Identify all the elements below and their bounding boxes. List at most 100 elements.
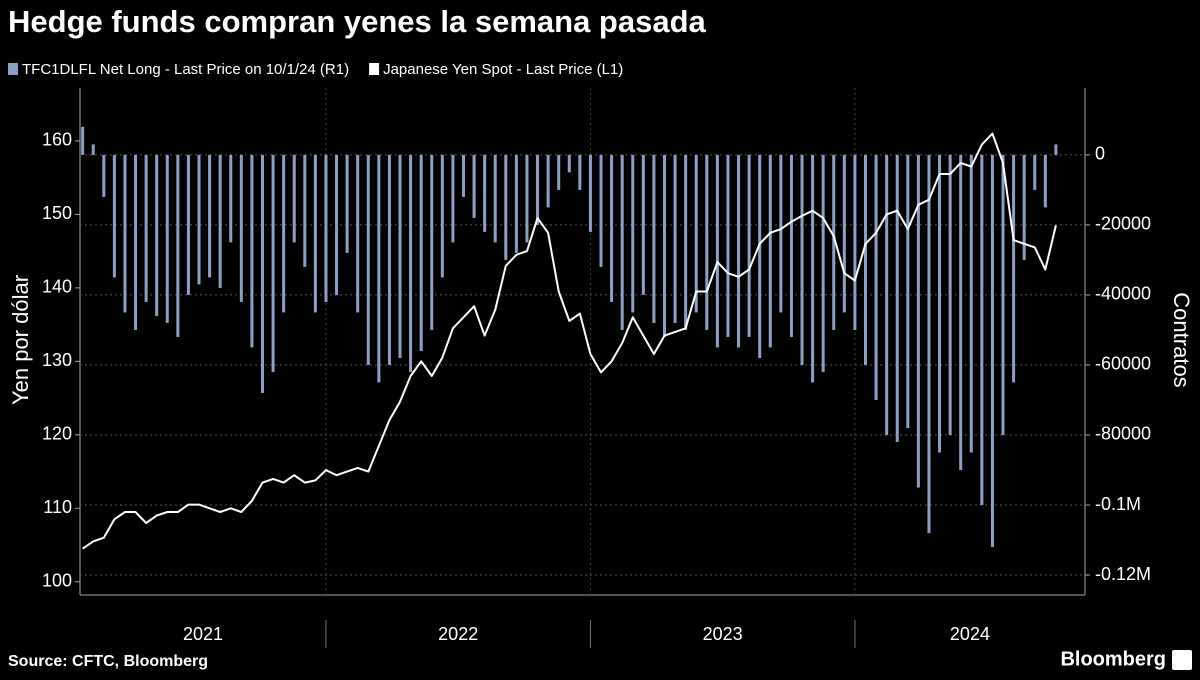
brand: Bloomberg: [1060, 648, 1166, 670]
bar: [419, 154, 423, 351]
bar: [440, 154, 444, 278]
bar: [123, 154, 127, 313]
bar: [493, 154, 497, 243]
bar: [461, 154, 465, 197]
bar: [641, 154, 645, 295]
bar: [715, 154, 719, 348]
brand-icon: [1172, 650, 1192, 670]
bar: [292, 154, 296, 243]
bar: [821, 154, 825, 372]
bar: [483, 154, 487, 232]
bar: [557, 154, 561, 190]
legend-label: TFC1DLFL Net Long - Last Price on 10/1/2…: [22, 61, 349, 78]
y-tick-label: 150: [42, 203, 72, 223]
y2-tick-label: -60000: [1095, 354, 1151, 374]
bar: [779, 154, 783, 313]
bar: [832, 154, 836, 330]
bar: [927, 154, 931, 534]
bar: [599, 154, 603, 267]
bar: [155, 154, 159, 316]
y2-axis-title: Contratos: [1169, 292, 1194, 387]
x-tick-label: 2024: [950, 624, 990, 644]
bar: [990, 154, 994, 548]
bar: [758, 154, 762, 358]
bar: [610, 154, 614, 302]
x-tick-label: 2021: [183, 624, 223, 644]
bar: [335, 154, 339, 295]
bar: [874, 154, 878, 400]
bar: [969, 154, 973, 453]
bar: [430, 154, 434, 330]
bar: [398, 154, 402, 358]
bar: [578, 154, 582, 190]
bar: [800, 154, 804, 365]
bar: [1033, 154, 1037, 190]
y-tick-label: 100: [42, 571, 72, 591]
bar: [313, 154, 317, 313]
bar: [102, 154, 106, 197]
bar: [1012, 154, 1016, 383]
bar: [588, 154, 592, 232]
bar: [747, 154, 751, 337]
bar: [536, 154, 540, 225]
bar: [885, 154, 889, 435]
bar: [504, 154, 508, 260]
legend-swatch: [8, 63, 18, 75]
bar: [842, 154, 846, 313]
bar: [186, 154, 190, 295]
bar: [324, 154, 328, 302]
bar: [863, 154, 867, 365]
bar: [271, 154, 275, 372]
bar: [1054, 144, 1058, 155]
legend-swatch: [369, 63, 380, 75]
y-tick-label: 110: [43, 497, 72, 517]
bar: [112, 154, 116, 278]
bar: [1001, 154, 1005, 435]
bar: [409, 154, 413, 372]
bar: [652, 154, 656, 323]
bar: [895, 154, 899, 442]
y-tick-label: 120: [42, 424, 72, 444]
bar: [165, 154, 169, 323]
bar: [938, 154, 942, 453]
bar: [853, 154, 857, 330]
bar: [694, 154, 698, 313]
bar: [684, 154, 688, 330]
bar: [260, 154, 264, 393]
bar: [229, 154, 233, 243]
y2-tick-label: -0.1M: [1095, 494, 1141, 514]
bar: [218, 154, 222, 288]
bar: [208, 154, 212, 278]
source: Source: CFTC, Bloomberg: [8, 653, 208, 670]
bar: [514, 154, 518, 253]
bar: [144, 154, 148, 302]
bar: [948, 154, 952, 435]
bar: [768, 154, 772, 348]
y-tick-label: 160: [42, 130, 72, 150]
bar: [387, 154, 391, 365]
bar: [239, 154, 243, 302]
bar: [1022, 154, 1026, 260]
bar: [176, 154, 180, 337]
bar: [377, 154, 381, 383]
bar: [303, 154, 307, 267]
x-tick-label: 2022: [438, 624, 478, 644]
bar: [1043, 154, 1047, 208]
bar: [811, 154, 815, 383]
y-axis-title: Yen por dólar: [8, 275, 33, 405]
bar: [737, 154, 741, 348]
bar: [134, 154, 138, 330]
bar: [959, 154, 963, 471]
bar: [197, 154, 201, 285]
y2-tick-label: 0: [1095, 144, 1105, 164]
bar: [250, 154, 254, 348]
y-tick-label: 130: [42, 350, 72, 370]
bar: [662, 154, 666, 337]
y2-tick-label: -0.12M: [1095, 564, 1151, 584]
bar: [980, 154, 984, 506]
y2-tick-label: -20000: [1095, 214, 1151, 234]
bar: [789, 154, 793, 337]
line: [82, 132, 1057, 550]
